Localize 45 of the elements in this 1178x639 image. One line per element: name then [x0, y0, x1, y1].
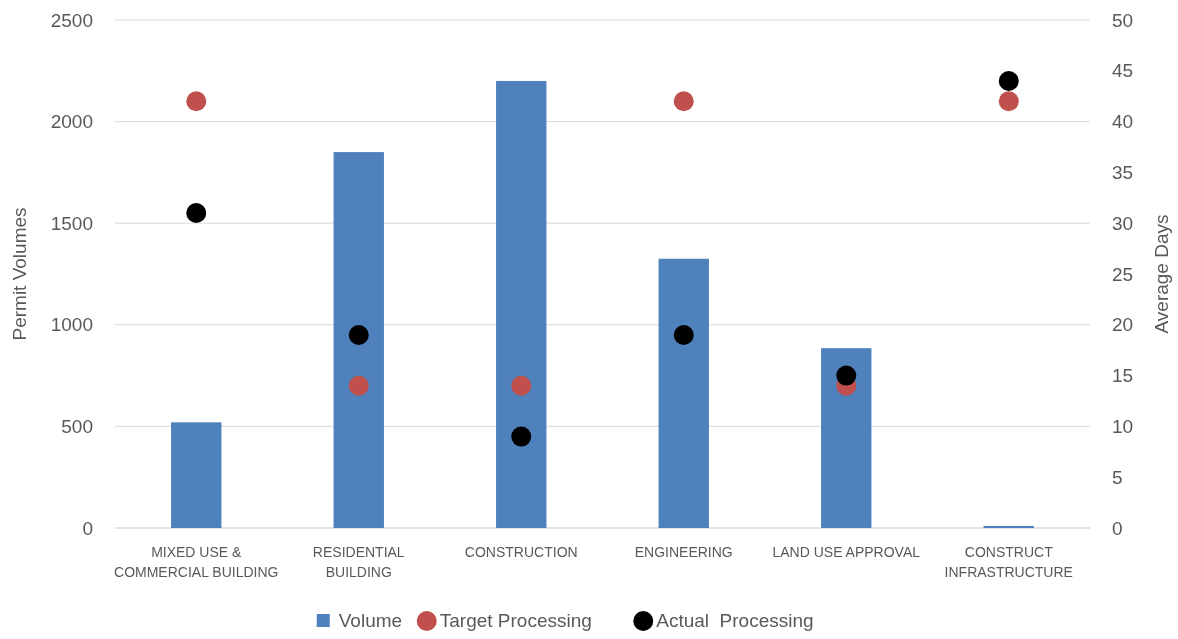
x-tick-label: CONSTRUCT INFRASTRUCTURE — [944, 544, 1073, 580]
legend-label: Volume — [338, 610, 403, 631]
x-tick-label: RESIDENTIAL BUILDING — [312, 544, 405, 580]
y-tick-label: 2500 — [50, 9, 93, 31]
x-tick-label: ENGINEERING — [634, 544, 733, 560]
y-tick-label: 1500 — [50, 212, 93, 234]
y-tick-label: 2000 — [50, 111, 93, 133]
point — [511, 426, 532, 447]
y2-tick-label: 50 — [1112, 9, 1134, 31]
y2-tick-label: 35 — [1112, 162, 1134, 184]
point — [998, 70, 1019, 91]
point — [836, 365, 857, 386]
y2-tick-label: 15 — [1112, 365, 1134, 387]
y-axis-title: Permit Volumes — [9, 207, 30, 341]
y2-tick-label: 20 — [1112, 314, 1134, 336]
point — [998, 91, 1019, 112]
point — [348, 375, 369, 396]
y2-tick-label: 25 — [1112, 263, 1134, 285]
point — [186, 203, 207, 224]
x-tick-label: MIXED USE & COMMERCIAL BUILDING — [114, 544, 279, 580]
legend-label: Actual Processing — [656, 610, 814, 631]
point — [186, 91, 207, 112]
bar — [333, 152, 384, 528]
x-tick-label: LAND USE APPROVAL — [772, 544, 921, 560]
y-tick-label: 1000 — [50, 314, 93, 336]
bar — [983, 525, 1034, 528]
y-tick-label: 500 — [61, 416, 93, 438]
point — [673, 324, 694, 345]
y2-tick-label: 5 — [1112, 466, 1123, 488]
bar — [821, 348, 872, 528]
point — [348, 324, 369, 345]
y2-tick-label: 45 — [1112, 60, 1134, 82]
y2-tick-label: 30 — [1112, 212, 1134, 234]
y-tick-label: 0 — [82, 517, 93, 539]
y2-tick-label: 40 — [1112, 111, 1134, 133]
bar — [496, 80, 547, 528]
point — [511, 375, 532, 396]
y2-tick-label: 10 — [1112, 416, 1134, 438]
x-tick-label: CONSTRUCTION — [464, 544, 578, 560]
y2-tick-label: 0 — [1112, 517, 1123, 539]
point — [673, 91, 694, 112]
bar — [171, 422, 222, 528]
y2-axis-title: Average Days — [1151, 214, 1172, 334]
legend-label: Target Processing — [439, 610, 592, 631]
bar — [658, 258, 709, 528]
